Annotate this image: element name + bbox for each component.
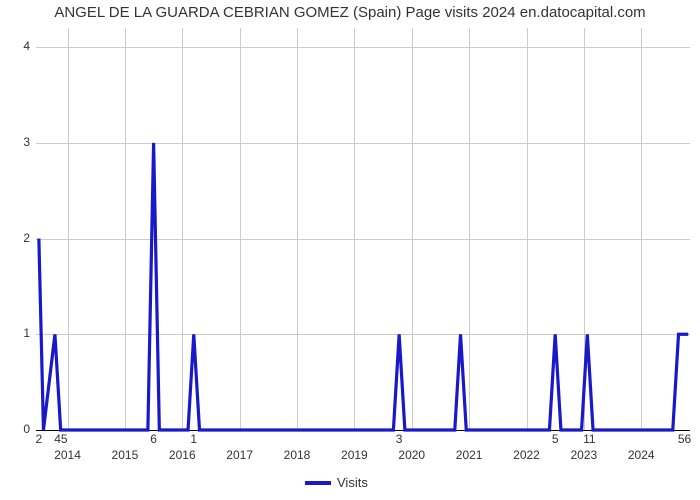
data-label: 1 <box>179 432 209 446</box>
data-label: 11 <box>574 432 604 446</box>
line-series-visits <box>0 0 700 500</box>
chart-container: ANGEL DE LA GUARDA CEBRIAN GOMEZ (Spain)… <box>0 0 700 500</box>
data-label: 6 <box>139 432 169 446</box>
data-label: 3 <box>384 432 414 446</box>
data-label: 56 <box>670 432 700 446</box>
data-label: 5 <box>540 432 570 446</box>
data-label: 45 <box>46 432 76 446</box>
